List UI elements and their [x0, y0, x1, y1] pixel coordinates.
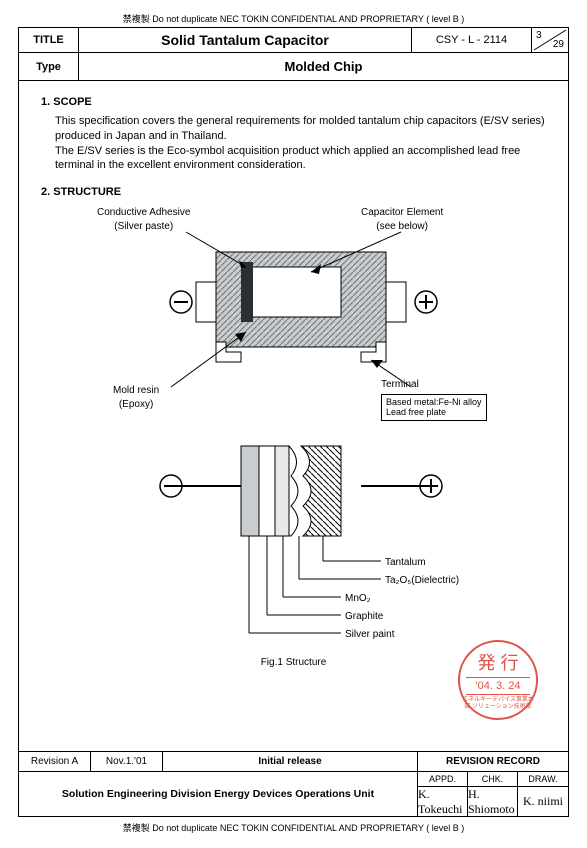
label-graphite: Graphite — [345, 610, 383, 624]
structure-heading: 2. STRUCTURE — [41, 185, 546, 200]
revision-date: Nov.1.'01 — [91, 752, 163, 771]
type-row: Type Molded Chip — [19, 53, 568, 81]
type-label: Type — [19, 53, 79, 80]
page-total: 29 — [553, 39, 564, 50]
page-frame: TITLE Solid Tantalum Capacitor CSY - L -… — [18, 27, 569, 817]
label-mold-resin: Mold resin(Epoxy) — [113, 384, 159, 411]
label-mno2: MnO₂ — [345, 592, 371, 606]
label-capacitor-element: Capacitor Element(see below) — [361, 206, 443, 233]
label-silver-paint: Silver paint — [345, 628, 394, 642]
label-ta2o5: Ta₂O₅(Dielectric) — [385, 574, 459, 588]
scope-p1: This specification covers the general re… — [55, 115, 545, 142]
title-row: TITLE Solid Tantalum Capacitor CSY - L -… — [19, 28, 568, 53]
stamp-jp: 発 行 — [460, 649, 536, 675]
type-value: Molded Chip — [79, 53, 568, 80]
revision-desc: Initial release — [163, 752, 418, 771]
stamp-date: '04. 3. 24 — [460, 680, 536, 692]
label-terminal: Terminal Based metal:Fe-Ni alloy Lead fr… — [381, 378, 487, 421]
title-value: Solid Tantalum Capacitor — [79, 28, 412, 52]
draw-sig: K. niimi — [518, 787, 568, 816]
structure-diagram: Conductive Adhesive(Silver paste) Capaci… — [41, 206, 546, 666]
page-number: 3 29 — [532, 28, 568, 52]
stamp-dept: エネルギーデバイス事業本部 ソリューション技術部 — [460, 697, 536, 710]
confidential-bottom: 禁複製 Do not duplicate NEC TOKIN CONFIDENT… — [18, 821, 569, 834]
draw-col: DRAW. K. niimi — [518, 772, 568, 816]
label-conductive-adhesive: Conductive Adhesive(Silver paste) — [97, 206, 190, 233]
appd-header: APPD. — [418, 772, 467, 787]
revision-block: Revision A Nov.1.'01 Initial release REV… — [19, 751, 568, 816]
scope-para: This specification covers the general re… — [55, 114, 546, 173]
doc-number: CSY - L - 2114 — [412, 28, 532, 52]
label-tantalum: Tantalum — [385, 556, 426, 570]
draw-header: DRAW. — [518, 772, 568, 787]
scope-heading: 1. SCOPE — [41, 95, 546, 110]
scope-p2: The E/SV series is the Eco-symbol acquis… — [55, 145, 520, 172]
appd-col: APPD. K. Tokeuchi — [418, 772, 468, 816]
revision-id: Revision A — [19, 752, 91, 771]
chk-sig: H. Shiomoto — [468, 787, 517, 817]
title-label: TITLE — [19, 28, 79, 52]
content-area: 1. SCOPE This specification covers the g… — [19, 81, 568, 666]
revision-unit: Solution Engineering Division Energy Dev… — [19, 772, 418, 816]
confidential-top: 禁複製 Do not duplicate NEC TOKIN CONFIDENT… — [18, 12, 569, 25]
chk-header: CHK. — [468, 772, 517, 787]
revision-record: REVISION RECORD — [418, 752, 568, 771]
issue-stamp: 発 行 '04. 3. 24 エネルギーデバイス事業本部 ソリューション技術部 — [458, 640, 538, 720]
appd-sig: K. Tokeuchi — [418, 787, 467, 817]
chk-col: CHK. H. Shiomoto — [468, 772, 518, 816]
